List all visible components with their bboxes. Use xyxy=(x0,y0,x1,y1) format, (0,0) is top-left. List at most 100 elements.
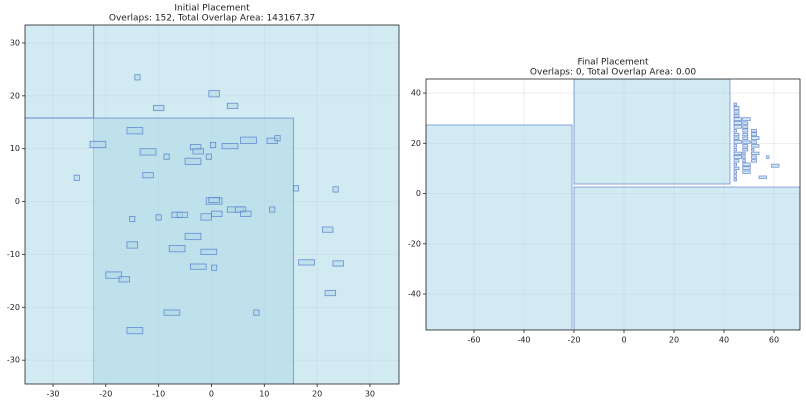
block xyxy=(192,148,204,155)
subplot: -30 -20 -10 0 10 20 30 -30 -20 -10 0 10 20 30 Initial … xyxy=(7,4,400,399)
y-tick-label: -20 xyxy=(7,303,20,312)
block xyxy=(208,90,220,98)
block xyxy=(274,135,281,142)
block xyxy=(163,153,170,160)
block xyxy=(73,174,80,181)
block xyxy=(221,143,239,150)
block xyxy=(742,166,751,171)
x-tick-label: 20 xyxy=(669,336,679,345)
block xyxy=(742,151,746,156)
x-tick-label: -20 xyxy=(99,390,112,399)
block xyxy=(742,125,749,129)
block xyxy=(89,140,107,149)
block xyxy=(298,259,315,266)
block xyxy=(240,210,252,217)
block xyxy=(751,159,757,163)
block xyxy=(105,271,123,279)
block xyxy=(751,147,755,152)
x-tick-label: 0 xyxy=(209,390,214,399)
block xyxy=(205,153,212,160)
y-tick-label: -20 xyxy=(408,239,421,248)
block xyxy=(733,136,740,140)
block xyxy=(742,117,751,122)
block xyxy=(332,186,339,193)
block xyxy=(126,241,138,249)
y-tick-label: 0 xyxy=(416,189,421,198)
y-tick-label: -30 xyxy=(7,356,20,365)
block xyxy=(733,170,737,174)
block xyxy=(126,327,144,335)
block xyxy=(292,185,300,192)
block xyxy=(733,178,737,182)
block xyxy=(742,136,749,140)
block xyxy=(771,163,780,168)
x-tick-label: 30 xyxy=(365,390,375,399)
block xyxy=(134,74,141,81)
block xyxy=(152,104,165,112)
block xyxy=(733,102,737,107)
chart-title: Initial Placement xyxy=(174,4,250,14)
block xyxy=(573,79,731,185)
block xyxy=(733,159,740,163)
block xyxy=(332,260,344,267)
block xyxy=(142,172,154,179)
block xyxy=(200,213,212,221)
y-tick-label: 10 xyxy=(10,144,20,153)
block xyxy=(269,206,276,213)
block xyxy=(573,186,800,330)
block xyxy=(742,132,749,137)
block xyxy=(200,248,218,255)
block xyxy=(240,136,257,144)
block xyxy=(733,114,740,118)
chart-title: Final Placement xyxy=(577,58,649,68)
x-tick-label: -10 xyxy=(152,390,165,399)
y-tick-label: 20 xyxy=(411,139,421,148)
block xyxy=(208,196,220,204)
block xyxy=(751,144,760,148)
block xyxy=(176,211,189,218)
block xyxy=(139,148,157,156)
block xyxy=(733,163,737,167)
x-tick-label: -20 xyxy=(567,336,580,345)
axes-frame xyxy=(24,24,400,385)
block xyxy=(184,157,202,165)
block xyxy=(742,144,749,148)
block xyxy=(322,226,334,233)
block xyxy=(426,124,573,330)
block xyxy=(25,117,294,384)
block xyxy=(189,263,207,270)
block xyxy=(184,232,202,241)
block xyxy=(733,139,742,144)
y-tick-label: 40 xyxy=(411,89,421,98)
plot-area xyxy=(25,25,399,384)
block xyxy=(733,144,737,148)
x-tick-label: 40 xyxy=(719,336,729,345)
block xyxy=(733,154,742,159)
block xyxy=(733,105,740,110)
x-tick-label: 20 xyxy=(312,390,322,399)
block xyxy=(733,132,740,137)
y-tick-label: 0 xyxy=(15,197,20,206)
block xyxy=(25,25,95,119)
block xyxy=(733,110,740,114)
block xyxy=(211,264,218,271)
x-tick-label: 10 xyxy=(259,390,269,399)
block xyxy=(742,147,749,152)
block xyxy=(742,121,749,125)
block xyxy=(733,166,740,171)
x-tick-label: 60 xyxy=(769,336,779,345)
block xyxy=(742,140,751,144)
block xyxy=(733,174,737,178)
block xyxy=(751,151,760,156)
axes-frame xyxy=(425,78,801,331)
block xyxy=(226,102,239,109)
block xyxy=(168,245,186,253)
x-tick-label: -40 xyxy=(517,336,530,345)
x-tick-label: -30 xyxy=(46,390,59,399)
block xyxy=(733,129,737,133)
block xyxy=(253,309,260,316)
subplot: -60 -40 -20 0 20 40 60 -40 -20 0 20 40 Final Placeme… xyxy=(408,58,801,345)
block xyxy=(210,141,217,149)
block xyxy=(742,162,751,167)
chart-subtitle: Overlaps: 0, Total Overlap Area: 0.00 xyxy=(530,68,696,78)
